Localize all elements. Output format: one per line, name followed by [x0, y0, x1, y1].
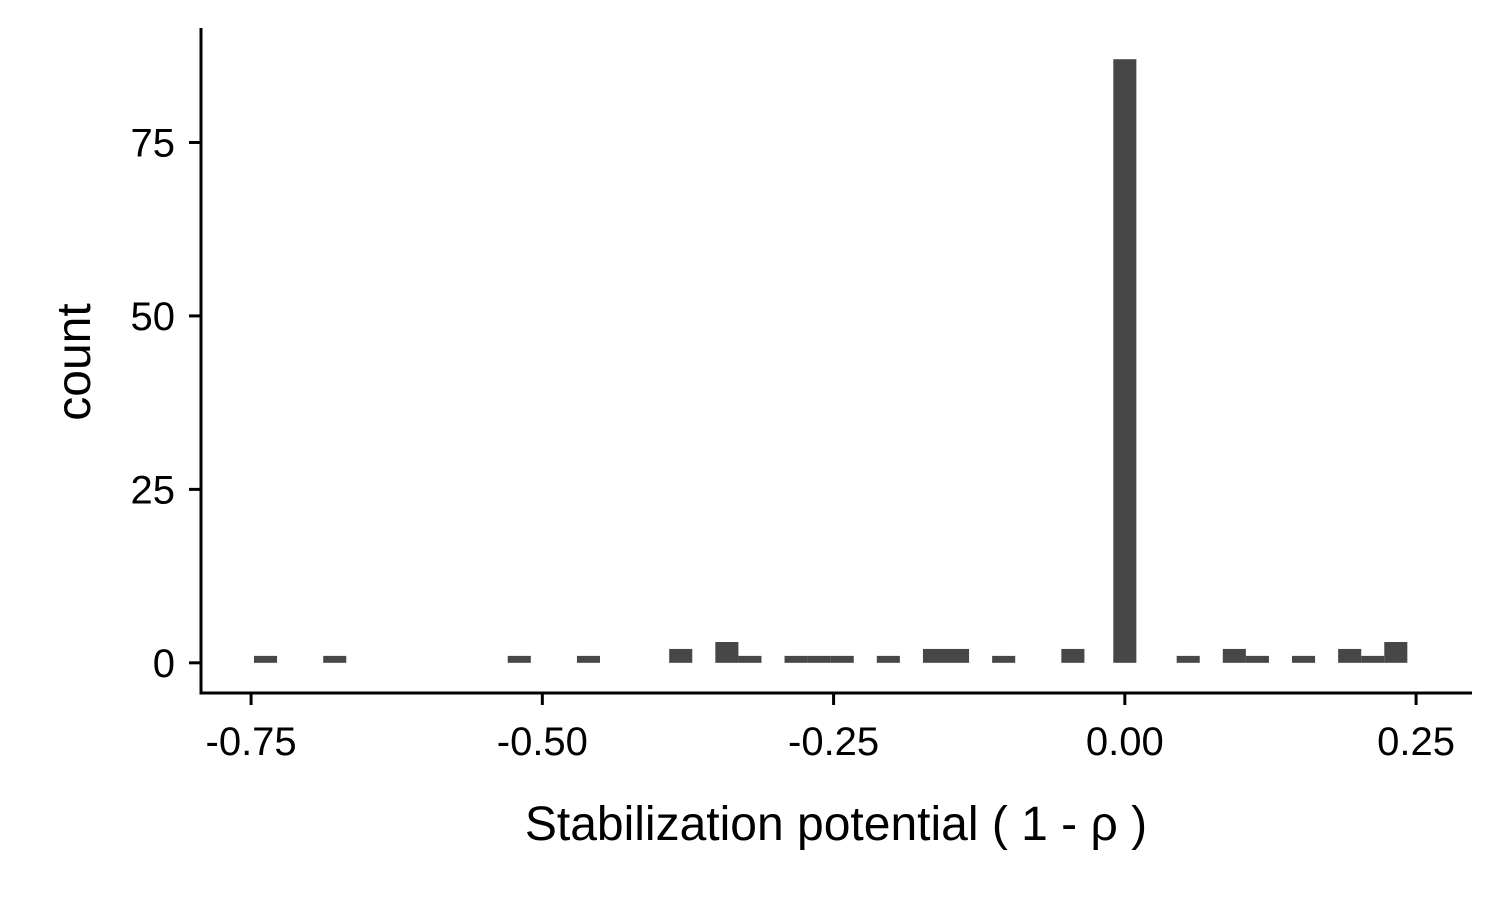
histogram-bar — [1384, 642, 1408, 663]
histogram-bar — [669, 648, 693, 663]
histogram-bar — [576, 655, 601, 663]
y-axis-ticks: 0 25 50 75 — [131, 121, 201, 686]
histogram-bar — [922, 648, 947, 663]
histogram-bar — [1338, 648, 1362, 663]
y-tick-label: 75 — [131, 121, 176, 165]
x-axis-title: Stabilization potential ( 1 - ρ ) — [525, 798, 1147, 851]
x-tick-label: -0.25 — [788, 720, 879, 764]
histogram-bar — [1113, 59, 1137, 663]
x-tick-label: 0.25 — [1377, 720, 1455, 764]
histogram-bar — [323, 655, 347, 663]
histogram-bar — [254, 655, 278, 663]
x-tick-label: -0.50 — [497, 720, 588, 764]
y-tick-label: 50 — [131, 295, 176, 339]
histogram-bar — [1245, 655, 1269, 663]
histogram-bars — [254, 59, 1408, 663]
y-axis-title: count — [48, 303, 101, 420]
histogram-bar — [1176, 655, 1200, 663]
histogram-bar — [876, 655, 900, 663]
x-tick-label: -0.75 — [206, 720, 297, 764]
histogram-bar — [830, 655, 854, 663]
histogram-bar — [715, 642, 739, 663]
histogram-bar — [784, 655, 808, 663]
histogram-bar — [946, 648, 970, 663]
histogram-bar — [992, 655, 1016, 663]
histogram-bar — [507, 655, 531, 663]
histogram-bar — [1061, 648, 1085, 663]
histogram-bar — [1361, 655, 1385, 663]
x-axis-ticks: -0.75 -0.50 -0.25 0.00 0.25 — [206, 693, 1455, 764]
x-tick-label: 0.00 — [1086, 720, 1164, 764]
y-tick-label: 25 — [131, 468, 176, 512]
histogram-bar — [1222, 648, 1246, 663]
histogram-bar — [738, 655, 762, 663]
y-tick-label: 0 — [153, 642, 175, 686]
histogram-bar — [1292, 655, 1316, 663]
histogram-bar — [807, 655, 831, 663]
